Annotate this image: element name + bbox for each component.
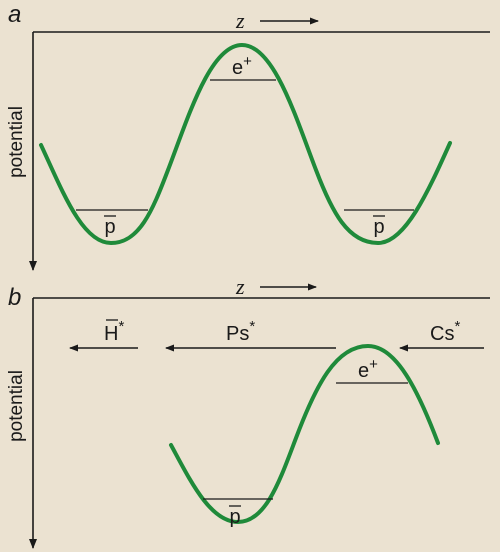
- panel-b-positronium-label: Ps*: [226, 318, 255, 345]
- panel-a-positron-label: e+: [232, 53, 252, 79]
- panel-b-z-label: z: [235, 274, 245, 299]
- panel-b-antihydrogen-label: H*: [104, 318, 124, 345]
- panel-b-label: b: [8, 284, 21, 311]
- panel-a-potential-curve: [39, 42, 452, 246]
- panel-a-ylabel: potential: [6, 106, 27, 178]
- svg-text:p: p: [229, 506, 240, 528]
- svg-text:p: p: [373, 216, 384, 238]
- panel-a-z-label: z: [235, 8, 245, 33]
- panel-b-ylabel: potential: [6, 370, 27, 442]
- panel-b-positron-label: e+: [358, 356, 378, 382]
- panel-b-antiproton-label: p: [229, 505, 241, 528]
- panel-b: b potential z H* Ps* Cs*: [6, 274, 490, 549]
- panel-a-label: a: [8, 1, 21, 28]
- panel-a-antiproton-label-right: p: [373, 215, 385, 238]
- svg-text:p: p: [104, 216, 115, 238]
- panel-b-cesium-label: Cs*: [430, 318, 460, 345]
- svg-text:H*: H*: [104, 318, 124, 345]
- panel-a-antiproton-label-left: p: [104, 215, 116, 238]
- panel-a: a potential z p p e+: [6, 1, 490, 271]
- panel-b-potential-curve: [169, 343, 440, 525]
